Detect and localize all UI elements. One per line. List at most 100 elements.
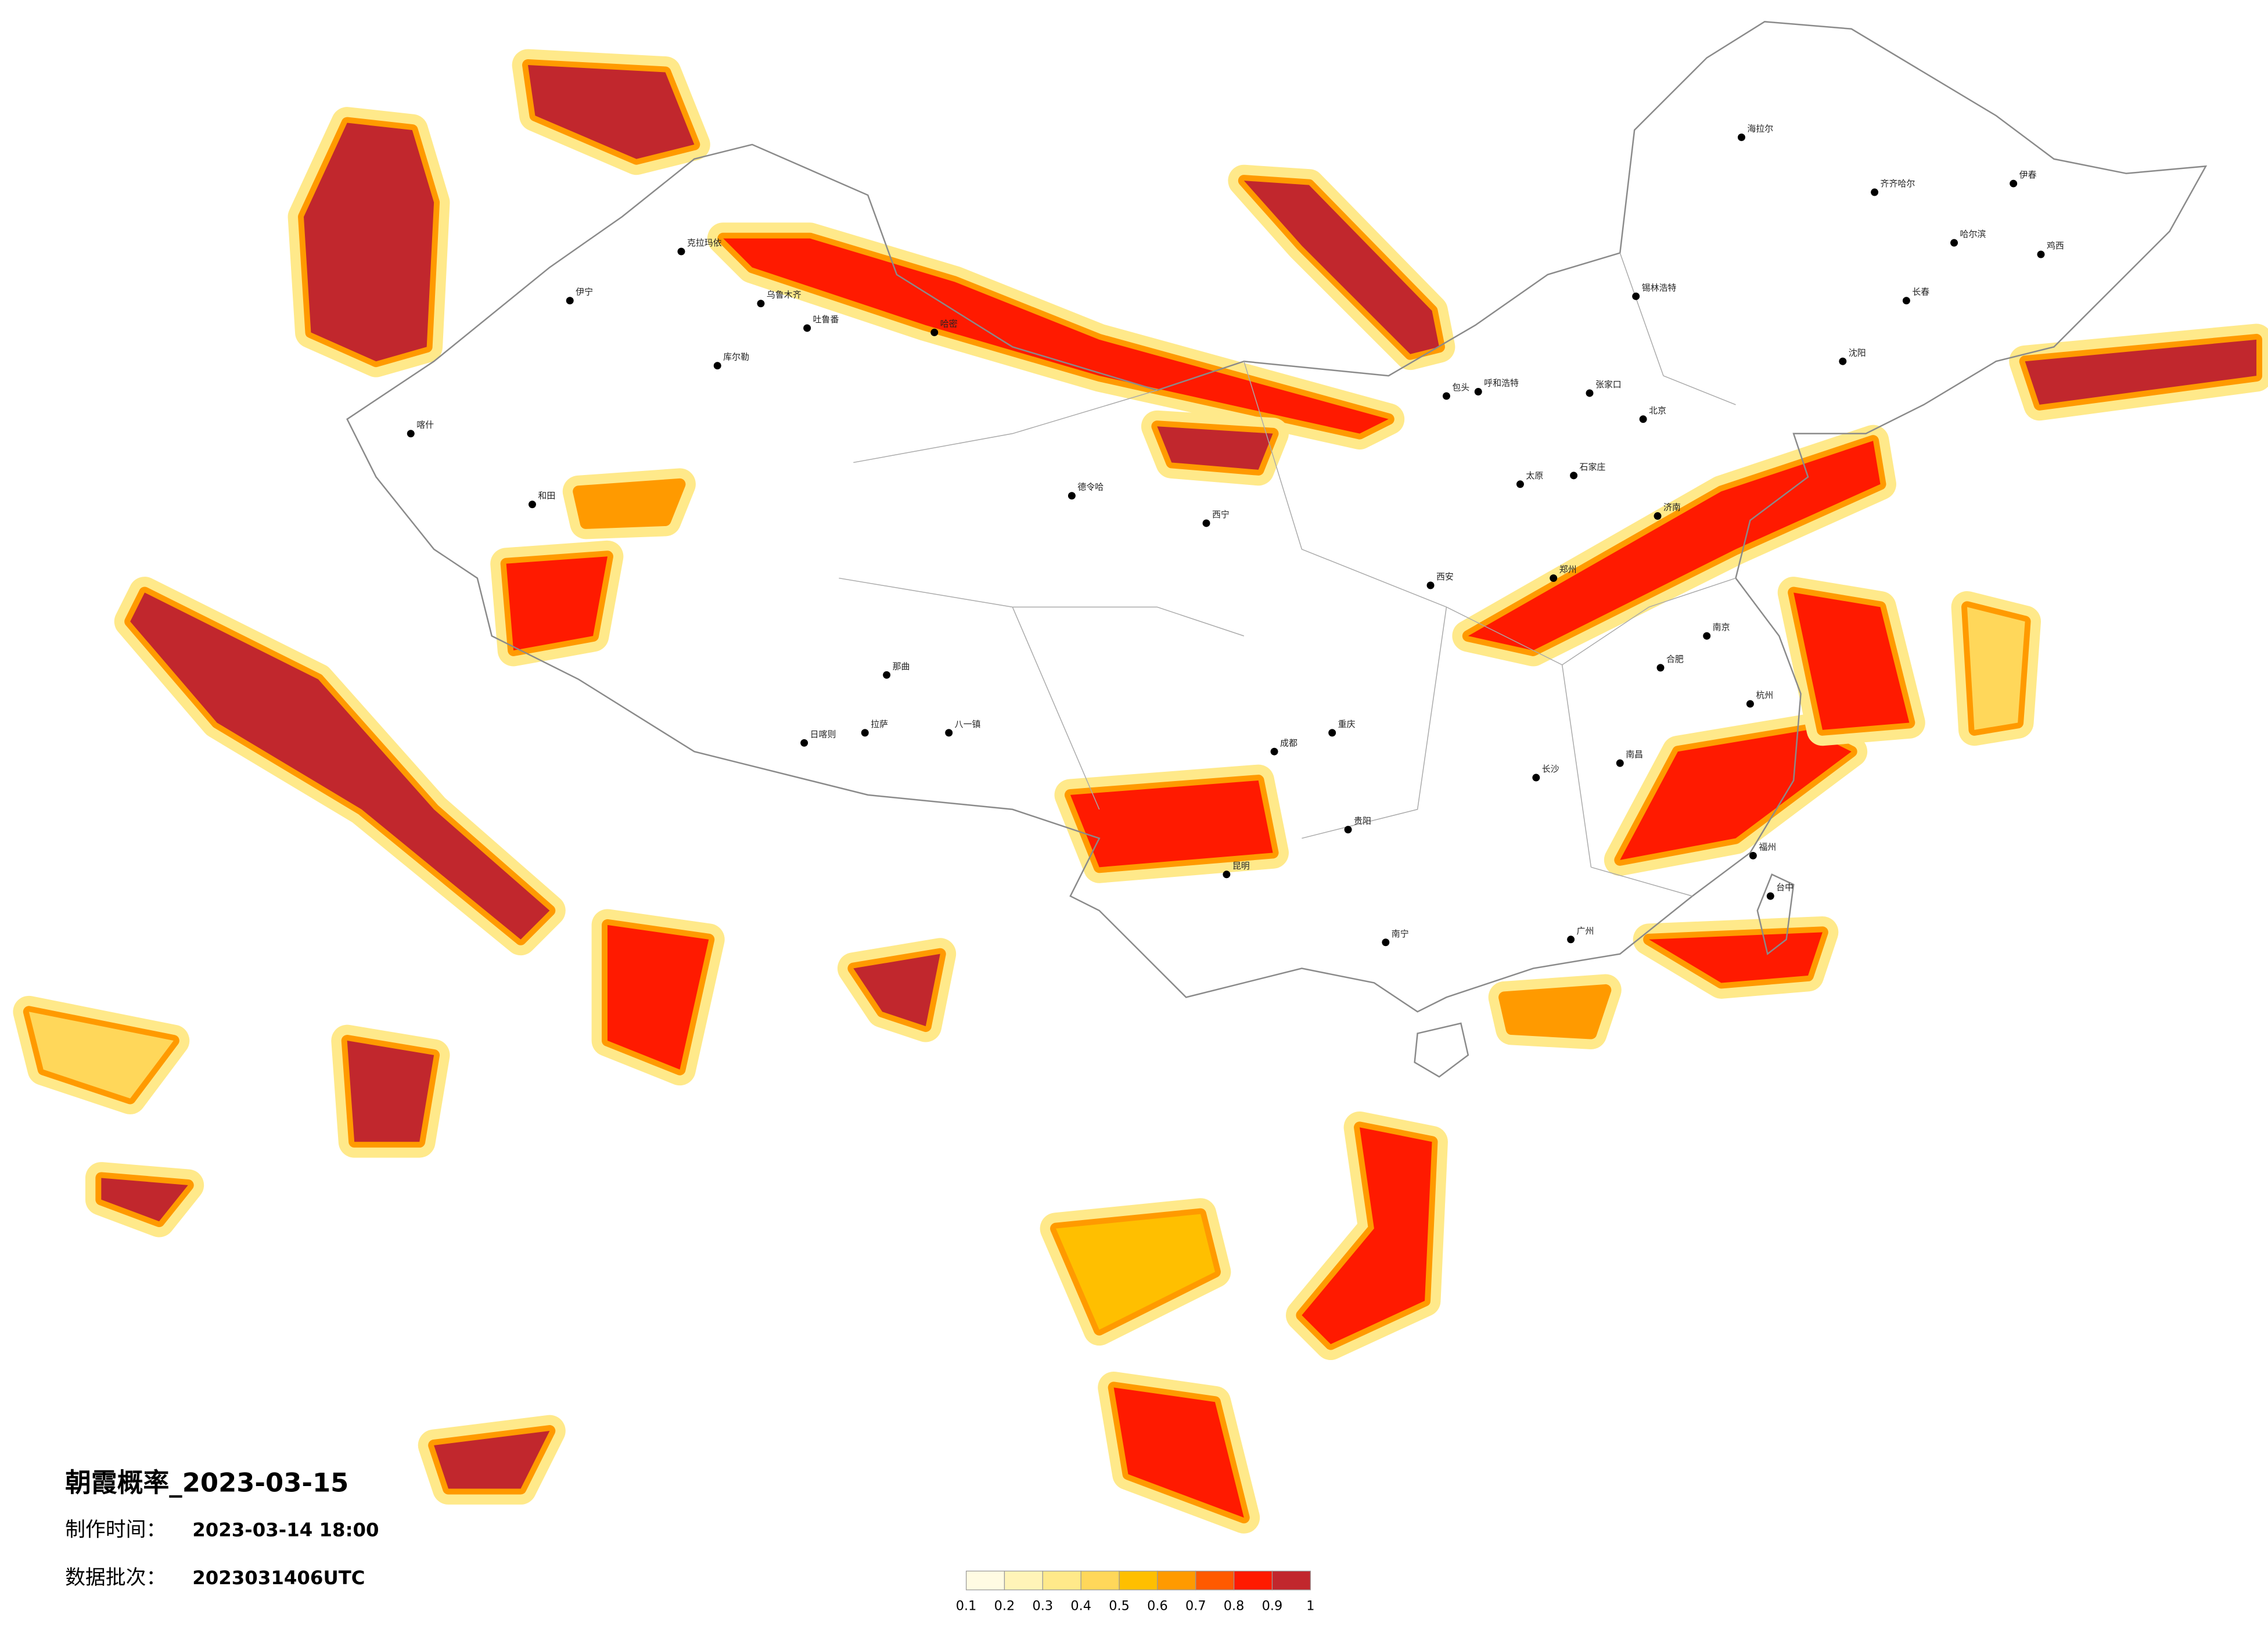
city-dot: [1654, 512, 1662, 520]
field-core: [1620, 729, 1852, 860]
city-label: 广州: [1577, 926, 1594, 936]
city-label: 成都: [1280, 738, 1297, 748]
city-dot: [1749, 851, 1757, 859]
legend-swatch: [1119, 1570, 1158, 1591]
city-label: 伊宁: [576, 287, 593, 297]
map-title: 朝霞概率_2023-03-15: [65, 1467, 348, 1498]
city-dot: [713, 362, 721, 370]
field-core: [1468, 441, 1881, 650]
city-dot: [1426, 581, 1435, 589]
field-core: [723, 238, 1389, 434]
city-label: 海拉尔: [1747, 123, 1773, 134]
city-label: 拉萨: [871, 719, 888, 729]
made-label: 制作时间：: [65, 1519, 166, 1542]
city-label: 南宁: [1392, 929, 1409, 939]
legend-tick-label: 0.2: [994, 1599, 1015, 1614]
legend-swatch: [1195, 1570, 1235, 1591]
city-dot: [945, 729, 953, 737]
city-label: 哈尔滨: [1960, 229, 1986, 239]
borders: [346, 21, 2208, 1078]
field-core: [347, 1041, 434, 1142]
city-label: 长春: [1912, 287, 1929, 297]
legend-tick-label: 0.9: [1262, 1599, 1283, 1614]
city-label: 西安: [1436, 571, 1454, 582]
field-core: [2025, 339, 2257, 405]
city-label: 台中: [1776, 882, 1793, 893]
city-dot: [2037, 250, 2045, 258]
city-dot: [1344, 826, 1352, 834]
field-core: [506, 556, 608, 650]
legend-tick-label: 0.6: [1147, 1599, 1168, 1614]
city-dot: [1639, 415, 1647, 423]
city-label: 伊春: [2019, 170, 2037, 180]
city-label: 南昌: [1626, 749, 1643, 760]
field-core: [1113, 1387, 1244, 1518]
field-core: [434, 1431, 550, 1489]
city-label: 克拉玛依: [687, 238, 722, 248]
field-core: [101, 1178, 188, 1222]
city-label: 齐齐哈尔: [1881, 178, 1915, 189]
field-core: [1504, 990, 1606, 1034]
city-label: 南京: [1713, 622, 1730, 632]
city-label: 沈阳: [1849, 347, 1866, 358]
field-core: [1302, 1127, 1432, 1344]
legend-tick-label: 0.7: [1185, 1599, 1206, 1614]
city-dot: [1703, 632, 1711, 640]
city-label: 鸡西: [2047, 240, 2064, 251]
city-label: 那曲: [893, 661, 910, 671]
legend-swatch: [1042, 1570, 1081, 1591]
city-dot: [1902, 297, 1910, 305]
city-dot: [566, 297, 574, 305]
city-dot: [1950, 239, 1958, 247]
probability-fields: [13, 49, 2268, 1534]
province-lines: [839, 253, 1736, 897]
city-dot: [861, 729, 869, 737]
hainan: [1414, 1022, 1469, 1078]
city-dot: [1567, 936, 1575, 944]
city-dot: [1202, 519, 1210, 527]
city-label: 日喀则: [810, 729, 836, 739]
city-label: 库尔勒: [723, 352, 749, 362]
city-label: 长沙: [1542, 764, 1559, 774]
field-core: [303, 123, 434, 362]
legend-swatch: [1271, 1570, 1311, 1591]
city-label: 西宁: [1212, 509, 1230, 520]
city-label: 哈密: [940, 318, 958, 329]
field-core: [853, 954, 940, 1027]
city-dot: [803, 324, 811, 332]
city-label: 合肥: [1666, 654, 1684, 664]
city-label: 石家庄: [1580, 462, 1606, 472]
city-label: 张家口: [1595, 379, 1622, 390]
city-label: 八一镇: [955, 719, 981, 729]
city-dot: [2010, 179, 2018, 188]
city-dot: [529, 501, 536, 509]
city-dot: [1586, 389, 1594, 397]
field-core: [1243, 181, 1439, 354]
legend-swatch: [1157, 1570, 1196, 1591]
city-dot: [1067, 492, 1076, 500]
city-label: 济南: [1663, 502, 1681, 513]
field-core: [130, 592, 550, 940]
city-dot: [1632, 292, 1640, 300]
city-dot: [1474, 388, 1482, 395]
city-dot: [883, 671, 891, 679]
city-label: 呼和浩特: [1484, 378, 1519, 388]
city-label: 太原: [1526, 470, 1543, 481]
field-core: [1070, 780, 1273, 868]
legend-tick-label: 0.4: [1070, 1599, 1091, 1614]
city-label: 德令哈: [1077, 482, 1104, 492]
city-label: 吐鲁番: [813, 314, 839, 325]
legend-swatch: [965, 1570, 1005, 1591]
field-core: [1157, 426, 1273, 470]
legend-tick-label: 0.3: [1033, 1599, 1054, 1614]
taiwan: [1756, 873, 1795, 955]
city-dot: [1656, 664, 1665, 672]
legend-tick-label: 0.8: [1224, 1599, 1245, 1614]
legend-swatch: [1233, 1570, 1273, 1591]
city-label: 杭州: [1756, 690, 1773, 700]
legend: 0.1 0.2 0.3 0.4 0.5 0.6 0.7 0.8 0.9 1: [956, 1570, 1314, 1614]
city-label: 郑州: [1559, 564, 1577, 575]
city-label: 和田: [538, 491, 555, 501]
